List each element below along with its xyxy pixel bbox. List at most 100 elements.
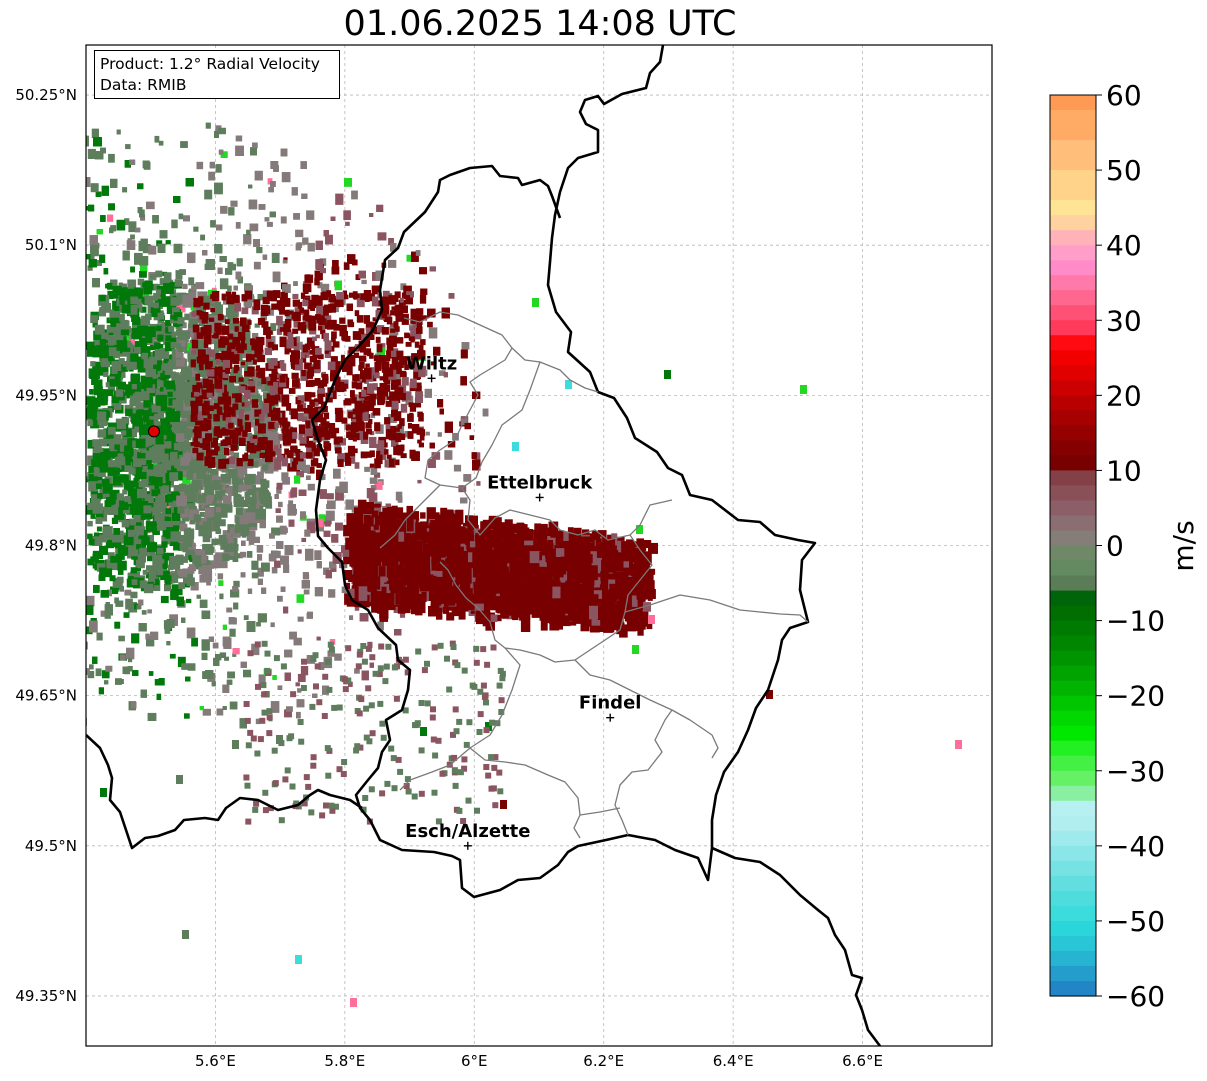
- velocity-cell: [157, 425, 163, 432]
- velocity-cell: [106, 559, 118, 571]
- velocity-cell: [101, 185, 109, 196]
- velocity-cell: [217, 573, 224, 580]
- velocity-cell: [216, 497, 222, 505]
- velocity-cell: [92, 550, 100, 558]
- velocity-cell: [270, 323, 277, 331]
- velocity-cell: [167, 564, 174, 571]
- velocity-cell: [125, 460, 131, 466]
- velocity-cell: [153, 292, 161, 301]
- velocity-cell: [235, 271, 242, 280]
- velocity-cell: [372, 393, 377, 400]
- velocity-cell: [88, 465, 96, 473]
- velocity-cell: [283, 606, 289, 614]
- velocity-cell: [147, 609, 152, 614]
- velocity-cell: [369, 334, 375, 340]
- velocity-cell: [291, 372, 299, 379]
- velocity-cell: [140, 346, 151, 357]
- velocity-cell: [170, 575, 178, 583]
- velocity-cell: [142, 469, 152, 479]
- velocity-cell: [177, 656, 186, 668]
- velocity-cell: [177, 346, 184, 353]
- velocity-cell: [205, 122, 211, 129]
- velocity-cell: [106, 450, 115, 458]
- velocity-cell: [95, 668, 102, 677]
- velocity-cell: [111, 395, 120, 404]
- velocity-cell: [227, 671, 235, 679]
- velocity-cell: [419, 267, 427, 275]
- velocity-cell: [66, 198, 70, 204]
- velocity-cell: [88, 259, 97, 268]
- velocity-cell: [96, 526, 102, 532]
- velocity-cell: [175, 343, 182, 349]
- velocity-cell: [141, 383, 152, 395]
- velocity-cell: [345, 499, 354, 510]
- velocity-cell: [107, 335, 119, 346]
- velocity-cell: [244, 285, 253, 295]
- velocity-cell: [208, 171, 215, 181]
- velocity-cell: [56, 136, 62, 144]
- velocity-cell: [249, 496, 257, 504]
- velocity-cell: [242, 330, 251, 338]
- velocity-cell: [278, 396, 284, 403]
- velocity-cell: [181, 470, 187, 476]
- velocity-cell: [204, 505, 210, 511]
- velocity-cell: [284, 709, 292, 718]
- velocity-cell: [164, 584, 172, 592]
- velocity-cell: [161, 351, 170, 359]
- velocity-cell: [295, 336, 300, 342]
- velocity-cell: [153, 302, 159, 309]
- velocity-cell: [126, 647, 135, 660]
- velocity-cell: [196, 401, 206, 411]
- velocity-cell: [294, 307, 304, 315]
- velocity-cell: [643, 540, 652, 548]
- velocity-cell: [118, 635, 125, 642]
- velocity-cell: [160, 373, 168, 381]
- velocity-cell: [157, 312, 165, 320]
- velocity-cell: [122, 187, 128, 193]
- velocity-cell: [282, 259, 288, 264]
- velocity-cell: [266, 501, 272, 507]
- velocity-cell: [98, 422, 105, 428]
- velocity-cell: [178, 582, 186, 589]
- velocity-cell: [60, 200, 66, 207]
- velocity-cell: [143, 400, 151, 408]
- velocity-cell: [179, 491, 185, 498]
- velocity-cell: [182, 568, 189, 575]
- velocity-cell: [163, 283, 174, 294]
- velocity-cell: [356, 422, 365, 433]
- velocity-cell: [149, 580, 161, 591]
- velocity-cell: [139, 271, 147, 278]
- velocity-cell: [156, 240, 163, 247]
- velocity-cell: [248, 540, 255, 545]
- velocity-cell: [124, 218, 130, 226]
- velocity-cell: [122, 489, 128, 495]
- velocity-cell: [162, 552, 169, 560]
- velocity-cell: [166, 440, 178, 452]
- velocity-cell: [176, 292, 187, 303]
- velocity-cell: [115, 600, 124, 607]
- velocity-cell: [463, 474, 472, 482]
- velocity-cell: [269, 439, 281, 451]
- velocity-cell: [156, 471, 162, 477]
- velocity-cell: [62, 134, 68, 141]
- velocity-cell: [339, 481, 348, 493]
- velocity-cell: [210, 561, 218, 568]
- velocity-cell: [331, 266, 340, 275]
- velocity-cell: [230, 527, 237, 535]
- velocity-cell: [222, 636, 230, 647]
- velocity-cell: [118, 358, 125, 365]
- velocity-cell: [257, 471, 264, 479]
- velocity-cell: [218, 580, 224, 586]
- velocity-cell: [335, 489, 344, 501]
- velocity-cell: [232, 386, 240, 394]
- velocity-cell: [214, 556, 221, 564]
- velocity-cell: [166, 527, 175, 535]
- velocity-cell: [108, 356, 114, 362]
- velocity-cell: [197, 378, 206, 387]
- velocity-cell: [186, 329, 195, 338]
- velocity-cell: [306, 613, 313, 619]
- velocity-cell: [107, 290, 114, 299]
- velocity-cell: [252, 393, 261, 402]
- velocity-cell: [90, 488, 99, 497]
- velocity-cell: [377, 232, 387, 241]
